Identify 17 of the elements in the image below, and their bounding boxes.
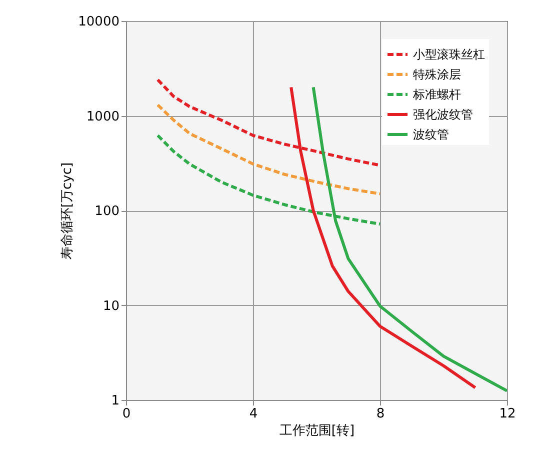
x-axis-title: 工作范围[转] [279, 424, 355, 438]
legend-label: 特殊涂层 [413, 68, 461, 82]
x-tick-label: 4 [249, 406, 258, 422]
x-tick-label: 8 [376, 406, 385, 422]
y-tick-label: 10 [102, 298, 120, 314]
legend-label: 小型滚珠丝杠 [413, 48, 485, 62]
legend-label: 波纹管 [413, 128, 449, 142]
y-tick-label: 100 [94, 204, 120, 219]
y-tick-label: 1000 [86, 109, 120, 124]
legend-label: 强化波纹管 [413, 108, 473, 122]
y-tick-label: 1 [111, 394, 120, 408]
line-series [156, 103, 382, 196]
y-tick-label: 10000 [78, 14, 120, 30]
legend-label: 标准螺杆 [412, 88, 461, 102]
x-tick-label: 0 [122, 406, 131, 422]
y-axis-title: 寿命循环[万cyc] [60, 162, 76, 260]
x-tick-label: 12 [499, 406, 516, 422]
